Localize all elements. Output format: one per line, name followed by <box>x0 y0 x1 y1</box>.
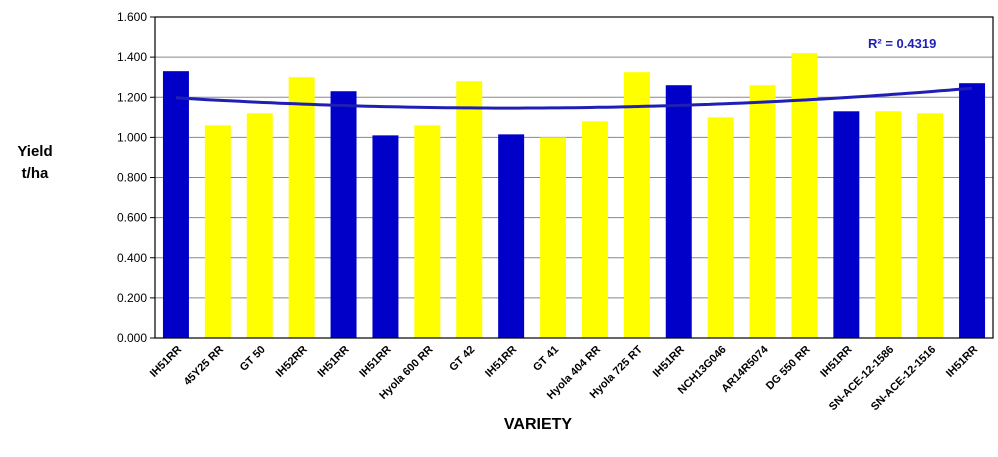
y-tick-label: 0.000 <box>117 331 147 345</box>
x-tick-label: GT 41 <box>531 344 561 374</box>
y-tick-label: 0.400 <box>117 251 147 265</box>
x-tick-label: IH51RR <box>483 344 519 380</box>
x-tick-label: 45Y25 RR <box>182 344 226 388</box>
x-axis-label: VARIETY <box>503 416 573 433</box>
y-tick-label: 1.000 <box>117 130 147 144</box>
y-tick-label: 1.200 <box>117 90 147 104</box>
x-tick-label: IH51RR <box>357 344 393 380</box>
bar <box>330 91 357 338</box>
gridlines <box>150 16 993 339</box>
y-axis-label-line1: Yield <box>17 143 53 160</box>
x-tick-label: IH51RR <box>148 344 184 380</box>
bar <box>875 111 902 338</box>
y-tick-label: 0.600 <box>117 211 147 225</box>
bar <box>959 83 986 338</box>
bar <box>456 81 483 338</box>
bars <box>162 53 986 339</box>
x-tick-label: GT 42 <box>447 344 477 374</box>
bar <box>288 77 315 338</box>
y-tick-label: 1.400 <box>117 50 147 64</box>
x-tick-label: IH51RR <box>818 344 854 380</box>
bar <box>372 135 399 338</box>
bar <box>665 85 692 339</box>
bar <box>707 117 734 338</box>
plot-border <box>154 16 994 339</box>
y-tick-labels: 0.000 0.200 0.400 0.600 0.800 1.000 1.200 1.400… <box>117 10 147 345</box>
bar <box>791 53 818 339</box>
x-tick-label: DG 550 RR <box>764 344 813 393</box>
bar <box>414 125 441 339</box>
plot-frame <box>154 16 994 339</box>
trendline <box>175 86 973 110</box>
y-tick-label: 0.800 <box>117 171 147 185</box>
r-squared-label: R² = 0.4319 <box>868 36 937 51</box>
y-tick-label: 1.600 <box>117 10 147 24</box>
x-tick-label: GT 50 <box>238 344 268 374</box>
bar <box>623 72 650 338</box>
bar <box>162 71 189 338</box>
y-axis-label: Yield t/ha <box>0 141 70 185</box>
y-tick-label: 0.200 <box>117 291 147 305</box>
bar <box>833 111 860 338</box>
bar <box>204 125 231 339</box>
x-tick-label: IH52RR <box>274 344 310 380</box>
bar <box>917 113 944 338</box>
y-axis-label-line2: t/ha <box>21 165 49 182</box>
bar <box>540 137 567 338</box>
bar <box>581 121 608 338</box>
x-tick-label: IH51RR <box>651 344 687 380</box>
x-tick-label: IH51RR <box>316 344 352 380</box>
bar <box>749 85 776 339</box>
bar <box>246 113 273 338</box>
bar <box>498 134 525 338</box>
x-tick-label: IH51RR <box>944 344 980 380</box>
